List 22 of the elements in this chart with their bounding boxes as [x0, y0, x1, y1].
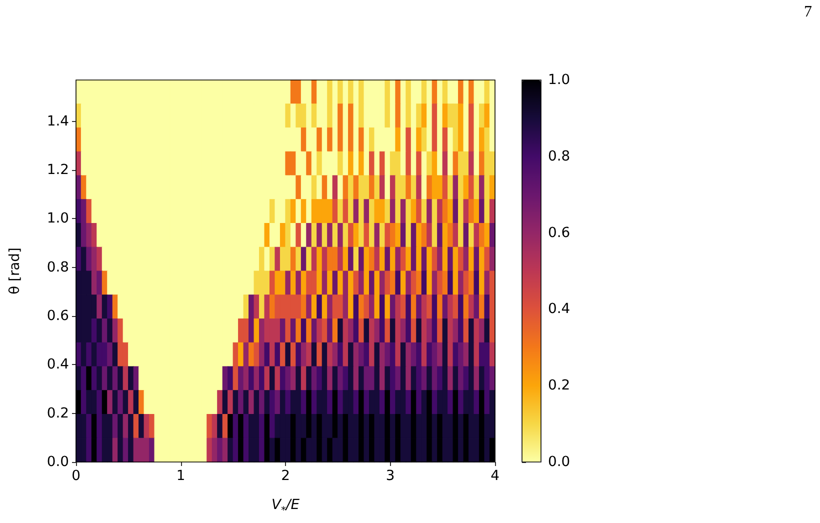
x-tick-label: 4 [490, 468, 500, 484]
y-tick-label: 1.2 [46, 162, 69, 178]
y-tick-label: 0.8 [46, 259, 69, 276]
color-bar-label: 0.4 [548, 301, 570, 318]
y-tick-label: 1.0 [46, 210, 69, 227]
x-axis-title: V*/E [272, 497, 300, 516]
x-tick-label: 2 [281, 468, 290, 484]
y-tick-label: 0.4 [46, 356, 70, 373]
x-tick-label: 1 [176, 468, 186, 484]
color-bar-label: 1.0 [548, 72, 570, 88]
y-axis-title: θ [rad] [7, 248, 23, 294]
y-tick-label: 0.0 [46, 454, 69, 470]
color-bar-label: 0.8 [548, 148, 570, 164]
x-tick-label: 3 [386, 468, 395, 484]
y-tick-label: 1.4 [46, 113, 70, 130]
color-bar-label: 0.2 [548, 378, 570, 394]
y-tick-label: 0.6 [46, 308, 69, 324]
y-tick-label: 0.2 [46, 405, 69, 422]
color-bar-label: 0.0 [548, 454, 570, 470]
x-tick-label: 0 [72, 468, 80, 484]
color-bar-label: 0.6 [548, 224, 570, 241]
text: 7 [804, 4, 812, 20]
